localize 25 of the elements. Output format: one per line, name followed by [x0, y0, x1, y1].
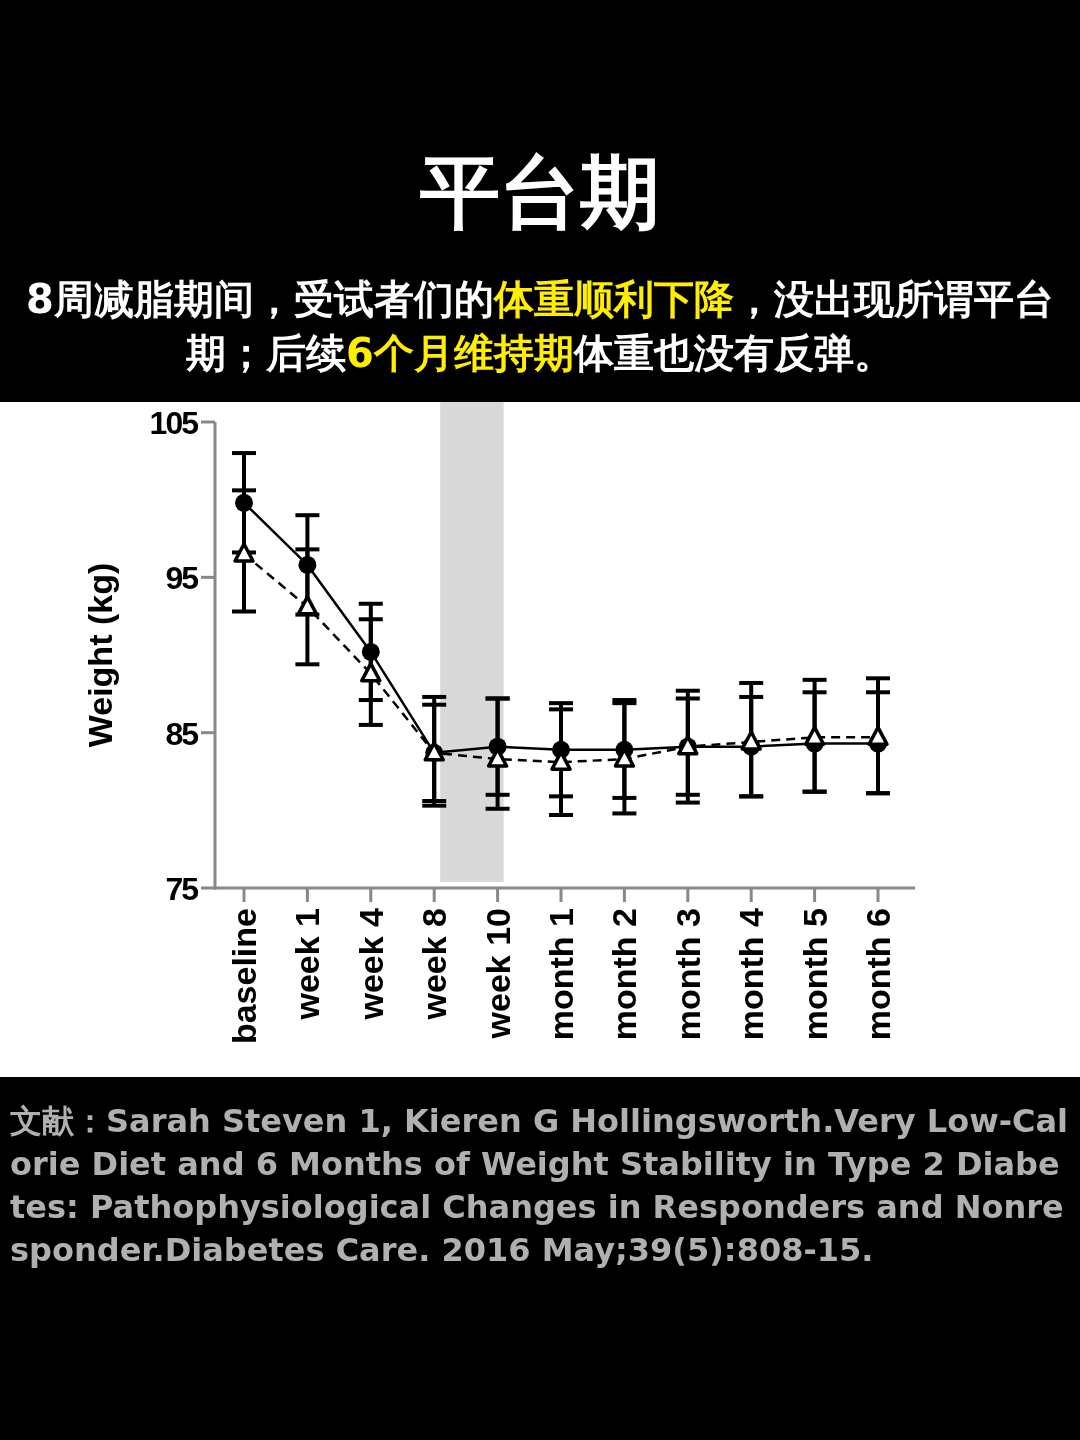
x-tick-label: week 8: [415, 908, 454, 1021]
x-tick-label: month 2: [605, 908, 644, 1041]
x-tick-label: week 4: [351, 907, 390, 1021]
x-tick-label: month 1: [542, 908, 580, 1041]
text: 8周减脂期间，受试者们的体重顺利下降，没出现所谓平台期；后续6个月维持期体重也没有反弹。: [26, 276, 1054, 376]
x-tick-label: month 3: [668, 908, 707, 1041]
y-tick-label: 95: [165, 560, 199, 597]
point: [803, 725, 826, 747]
x-tick-label: week 10: [478, 908, 517, 1040]
point: [867, 725, 889, 747]
point: [740, 730, 762, 751]
y-tick-label: 75: [165, 871, 199, 907]
y-tick-label: 85: [165, 715, 199, 752]
x-tick-label: baseline: [225, 908, 263, 1045]
x-tick-label: month 5: [795, 908, 834, 1041]
x-tick-label: week 1: [288, 908, 327, 1021]
point: [360, 661, 382, 683]
chart-title: 平台期: [419, 145, 661, 241]
text: 文献：Sarah Steven 1, Kieren G Hollingsworth.Very Low-Calorie Diet and 6 Months of Weight Stability in Type 2 Diabetes: Pathophysiological Changes in Responders and Nonresponder.Diabetes Care. 2016 May;39(5):808-15.: [10, 1101, 1070, 1271]
y-axis-title: Weight (kg): [81, 562, 119, 748]
x-tick-label: month 4: [732, 907, 771, 1041]
point: [233, 542, 255, 563]
x-tick-label: month 6: [859, 908, 897, 1041]
point: [296, 595, 319, 616]
y-tick-label: 105: [149, 405, 199, 441]
